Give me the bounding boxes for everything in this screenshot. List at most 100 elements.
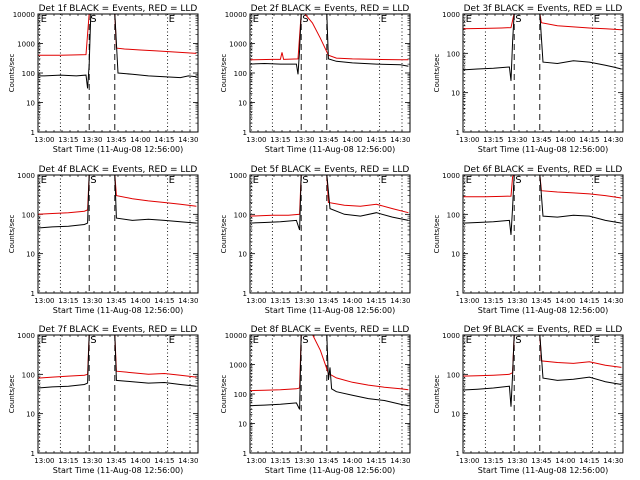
x-axis-label: Start Time (11-Aug-08 12:56:00) <box>53 466 184 475</box>
marker-label: E <box>253 14 259 25</box>
events-series-line <box>250 175 409 231</box>
marker-label: S <box>515 175 521 186</box>
marker-label: E <box>466 175 472 186</box>
marker-label: E <box>169 335 175 346</box>
axes-frame <box>249 174 411 294</box>
marker-label: E <box>381 175 387 186</box>
y-tick-label: 10 <box>451 251 460 259</box>
x-tick-label: 13:15 <box>270 457 290 465</box>
x-tick-label: 13:15 <box>483 457 503 465</box>
marker-label: E <box>169 175 175 186</box>
x-axis-label: Start Time (11-Aug-08 12:56:00) <box>265 466 396 475</box>
y-tick-label: 100 <box>234 70 247 78</box>
y-tick-label: 1000 <box>229 362 247 370</box>
x-tick-label: 14:15 <box>154 457 174 465</box>
y-tick-label: 1000 <box>442 11 460 19</box>
events-series-line <box>38 14 197 89</box>
plot-series-group <box>38 335 197 389</box>
x-tick-label: 14:30 <box>178 297 198 305</box>
y-tick-label: 1000 <box>17 332 35 340</box>
x-tick-label: 14:30 <box>603 457 623 465</box>
marker-label: E <box>41 335 47 346</box>
x-axis-label: Start Time (11-Aug-08 12:56:00) <box>478 145 609 154</box>
x-tick-label: 14:00 <box>342 136 362 144</box>
panel-5: Det 5f BLACK = Events, RED = LLD Counts/s… <box>220 165 411 315</box>
panel-9: Det 9f BLACK = Events, RED = LLD Counts/s… <box>433 325 624 475</box>
marker-label: S <box>302 14 308 25</box>
y-tick-label: 1 <box>456 290 460 298</box>
y-tick-label: 10 <box>238 100 247 108</box>
lld-series-line <box>463 175 622 199</box>
x-tick-label: 13:45 <box>106 136 126 144</box>
events-series-line <box>463 335 622 407</box>
y-tick-label: 100 <box>234 391 247 399</box>
y-tick-label: 10000 <box>13 11 35 19</box>
x-tick-label: 14:00 <box>130 297 150 305</box>
x-tick-label: 13:00 <box>34 297 54 305</box>
panel-6: Det 6f BLACK = Events, RED = LLD Counts/s… <box>433 165 624 315</box>
x-tick-label: 13:45 <box>318 136 338 144</box>
x-tick-label: 13:45 <box>106 457 126 465</box>
marker-label: S <box>515 14 521 25</box>
y-tick-label: 100 <box>22 70 35 78</box>
events-series-line <box>38 175 197 229</box>
marker-label: E <box>594 14 600 25</box>
marker-label: E <box>253 175 259 186</box>
plot-series-group <box>38 14 197 89</box>
x-tick-label: 14:30 <box>390 297 410 305</box>
plot-series-group <box>250 335 409 410</box>
x-tick-label: 13:00 <box>246 136 266 144</box>
x-tick-label: 14:00 <box>555 136 575 144</box>
x-axis-label: Start Time (11-Aug-08 12:56:00) <box>478 306 609 315</box>
plot-series-group <box>250 14 409 75</box>
panel-title: Det 7f BLACK = Events, RED = LLD <box>39 325 198 335</box>
x-tick-label: 14:00 <box>130 457 150 465</box>
x-tick-label: 14:15 <box>579 457 599 465</box>
panel-title: Det 1f BLACK = Events, RED = LLD <box>39 4 198 14</box>
plot-series-group <box>463 14 622 81</box>
panel-title: Det 5f BLACK = Events, RED = LLD <box>251 165 410 175</box>
x-axis-label: Start Time (11-Aug-08 12:56:00) <box>265 306 396 315</box>
x-tick-label: 13:30 <box>294 136 314 144</box>
y-tick-label: 1 <box>31 450 35 458</box>
lld-series-line <box>463 14 622 31</box>
x-tick-label: 14:30 <box>178 457 198 465</box>
y-tick-label: 100 <box>447 371 460 379</box>
y-axis-label: Counts/sec <box>433 375 441 414</box>
x-axis-label: Start Time (11-Aug-08 12:56:00) <box>53 145 184 154</box>
y-tick-label: 1000 <box>17 41 35 49</box>
y-tick-label: 1 <box>456 450 460 458</box>
marker-label: E <box>381 14 387 25</box>
panel-8: Det 8f BLACK = Events, RED = LLD Counts/s… <box>220 325 411 475</box>
x-tick-label: 14:30 <box>390 457 410 465</box>
panel-title: Det 6f BLACK = Events, RED = LLD <box>464 165 623 175</box>
x-tick-label: 14:30 <box>178 136 198 144</box>
plot-series-group <box>463 335 622 407</box>
y-tick-label: 1000 <box>442 332 460 340</box>
lld-series-line <box>250 14 409 61</box>
marker-label: S <box>302 335 308 346</box>
x-tick-label: 13:30 <box>507 297 527 305</box>
axes-frame <box>249 13 411 133</box>
x-tick-label: 14:15 <box>154 136 174 144</box>
x-tick-label: 13:30 <box>82 457 102 465</box>
x-tick-label: 14:15 <box>366 457 386 465</box>
panel-7: Det 7f BLACK = Events, RED = LLD Counts/s… <box>8 325 199 475</box>
y-tick-label: 100 <box>447 50 460 58</box>
x-tick-label: 14:30 <box>603 136 623 144</box>
x-tick-label: 13:00 <box>459 297 479 305</box>
panel-title: Det 9f BLACK = Events, RED = LLD <box>464 325 623 335</box>
x-tick-label: 14:15 <box>154 297 174 305</box>
x-tick-label: 14:15 <box>366 297 386 305</box>
panel-4: Det 4f BLACK = Events, RED = LLD Counts/s… <box>8 165 199 315</box>
marker-label: E <box>594 335 600 346</box>
lld-series-line <box>463 335 622 377</box>
marker-label: E <box>41 175 47 186</box>
lld-series-line <box>250 175 409 217</box>
y-tick-label: 1 <box>243 290 247 298</box>
y-axis-label: Counts/sec <box>433 215 441 254</box>
axes-frame <box>37 174 199 294</box>
axes-frame <box>462 334 624 454</box>
events-series-line <box>463 14 622 81</box>
x-tick-label: 13:30 <box>294 297 314 305</box>
